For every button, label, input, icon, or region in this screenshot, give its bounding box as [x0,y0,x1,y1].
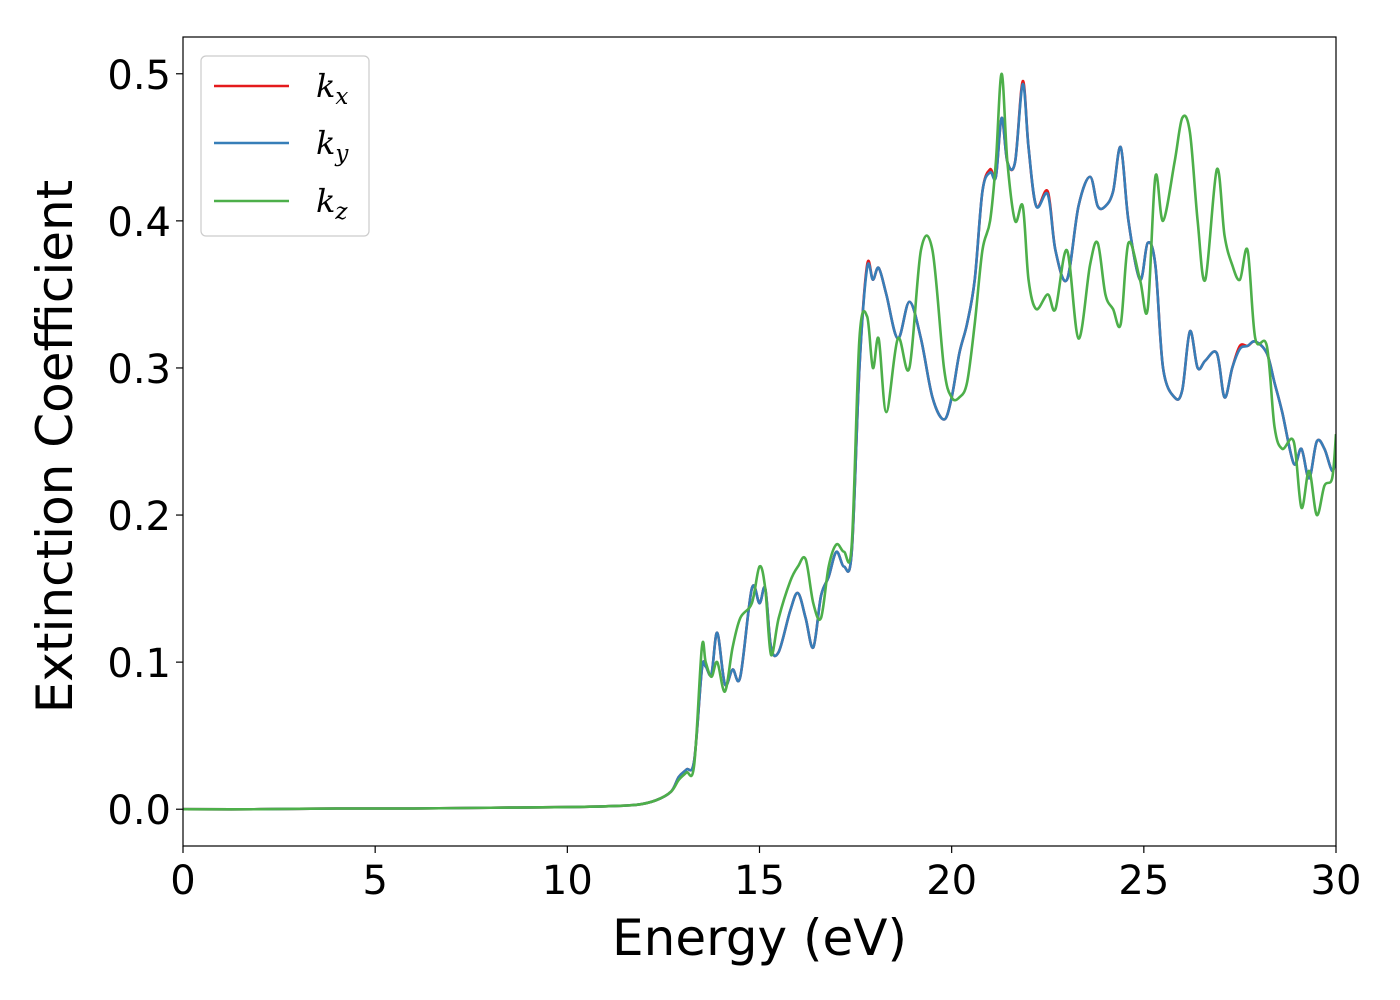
y-tick-label: 0.3 [107,347,171,393]
legend-label-subscript: z [334,199,348,225]
legend-box [200,55,370,237]
x-tick-label: 10 [542,858,593,904]
y-tick-label: 0.5 [107,53,171,99]
x-tick-label: 0 [170,858,195,904]
series-line-y [183,82,1336,811]
x-tick-label: 25 [1118,858,1169,904]
y-tick-label: 0.4 [107,200,171,246]
x-axis-title: Energy (eV) [612,909,907,967]
legend-label-base: k [316,67,335,105]
x-tick-label: 30 [1311,858,1362,904]
y-tick-label: 0.0 [107,788,171,834]
series-layer [183,72,1336,811]
legend-label-z: kz [316,182,348,225]
legend-label-base: k [316,182,335,220]
y-axis-ticks: 0.0 0.1 0.2 0.3 0.4 0.5 [107,53,183,834]
legend-label-y: ky [316,124,349,167]
y-tick-label: 0.1 [107,641,171,687]
legend-label-subscript: x [335,84,348,110]
y-tick-label: 0.2 [107,494,171,540]
x-axis-ticks: 0 5 10 15 20 25 30 [170,846,1361,904]
x-tick-label: 5 [362,858,387,904]
legend-label-x: kx [316,67,348,110]
series-line-z [183,72,1336,811]
legend-label-base: k [316,124,335,162]
y-axis-title: Extinction Coefficient [26,180,84,714]
x-tick-label: 20 [926,858,977,904]
x-tick-label: 15 [734,858,785,904]
legend-label-subscript: y [334,141,349,167]
